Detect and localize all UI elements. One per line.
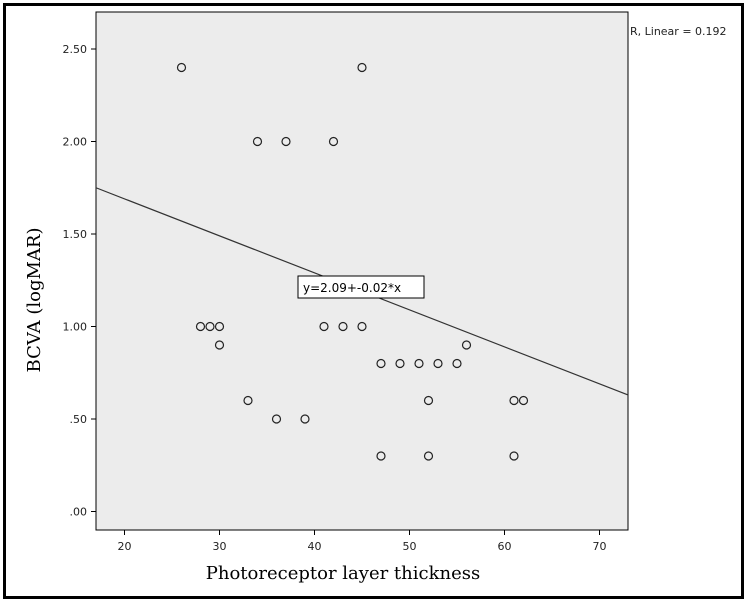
x-axis-title: Photoreceptor layer thickness bbox=[206, 563, 480, 584]
y-axis: .00 .50 1.00 1.50 2.00 2.50 bbox=[63, 43, 96, 519]
y-tick-label: 2.00 bbox=[63, 136, 88, 149]
x-tick-label: 20 bbox=[118, 540, 132, 553]
data-point bbox=[376, 358, 386, 369]
data-points bbox=[176, 62, 529, 461]
equation-box: y=2.09+-0.02*x bbox=[297, 275, 425, 299]
data-point bbox=[328, 136, 339, 147]
data-point bbox=[243, 395, 253, 406]
data-point bbox=[461, 340, 472, 350]
y-tick-label: 1.00 bbox=[63, 321, 88, 334]
x-tick-label: 40 bbox=[308, 540, 322, 553]
y-tick-label: 2.50 bbox=[63, 43, 88, 56]
data-point bbox=[357, 62, 367, 73]
data-point bbox=[300, 414, 310, 424]
x-tick-label: 70 bbox=[593, 540, 607, 553]
equation-label: y=2.09+-0.02*x bbox=[303, 281, 401, 295]
data-point bbox=[452, 358, 462, 369]
data-point bbox=[357, 321, 367, 332]
data-point bbox=[395, 358, 405, 369]
data-point bbox=[518, 395, 529, 406]
data-point bbox=[281, 136, 291, 147]
x-axis: 20 30 40 50 60 70 bbox=[118, 530, 607, 553]
data-point bbox=[423, 395, 434, 406]
x-tick-label: 30 bbox=[213, 540, 227, 553]
data-point bbox=[414, 358, 424, 369]
data-point bbox=[271, 414, 282, 424]
data-point bbox=[176, 62, 187, 73]
plot-area bbox=[95, 11, 629, 531]
y-tick-label: 1.50 bbox=[63, 228, 88, 241]
data-point bbox=[205, 321, 215, 332]
x-tick-label: 50 bbox=[403, 540, 417, 553]
data-point bbox=[214, 340, 225, 350]
data-point bbox=[252, 136, 263, 147]
data-point bbox=[509, 395, 519, 406]
y-tick-label: .50 bbox=[70, 413, 88, 426]
y-axis-title: BCVA (logMAR) bbox=[24, 228, 45, 373]
r-squared-label: R, Linear = 0.192 bbox=[630, 25, 727, 38]
data-point bbox=[319, 321, 329, 332]
data-point bbox=[423, 451, 434, 461]
y-tick-label: .00 bbox=[70, 506, 88, 519]
data-point bbox=[433, 358, 443, 369]
data-point bbox=[376, 451, 386, 461]
x-tick-label: 60 bbox=[498, 540, 512, 553]
data-point bbox=[338, 321, 348, 332]
data-point bbox=[214, 321, 225, 332]
data-point bbox=[509, 451, 519, 461]
data-point bbox=[195, 321, 206, 332]
